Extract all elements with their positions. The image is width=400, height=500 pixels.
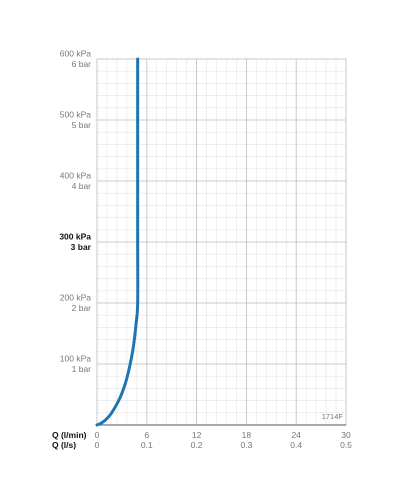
x-tick-label-lmin: 0 xyxy=(95,430,100,440)
x-tick-label-ls: 0.3 xyxy=(240,440,252,450)
x-tick-label-ls: 0.5 xyxy=(340,440,352,450)
x-tick-label-lmin: 24 xyxy=(291,430,301,440)
x-tick-label-ls: 0.1 xyxy=(141,440,153,450)
x-tick-label-lmin: 18 xyxy=(242,430,252,440)
y-tick-label-bar: 4 bar xyxy=(72,181,92,191)
y-tick-label-bar: 6 bar xyxy=(72,59,92,69)
y-tick-label-kpa: 400 kPa xyxy=(60,171,91,181)
x-tick-label-lmin: 12 xyxy=(192,430,202,440)
x-tick-label-ls: 0.2 xyxy=(191,440,203,450)
y-tick-label-kpa: 200 kPa xyxy=(60,293,91,303)
y-tick-label-bar: 2 bar xyxy=(72,303,92,313)
y-tick-label-bar: 1 bar xyxy=(72,364,92,374)
x-tick-label-lmin: 6 xyxy=(144,430,149,440)
x-axis-label-ls: Q (l/s) xyxy=(52,440,76,450)
plot-frame xyxy=(96,58,347,426)
x-tick-label-ls: 0 xyxy=(95,440,100,450)
y-tick-label-kpa: 500 kPa xyxy=(60,110,91,120)
y-tick-label-kpa: 300 kPa xyxy=(59,232,91,242)
y-tick-label-bar: 3 bar xyxy=(71,242,92,252)
x-axis-labels: Q (l/min)Q (l/s) xyxy=(52,430,87,450)
figure-code: 1714F xyxy=(322,412,344,421)
x-axis-ticks: 0 6 12 18 24 30 0 0.1 0.2 0.3 0.4 0.5 xyxy=(95,430,353,450)
x-tick-label-lmin: 30 xyxy=(341,430,351,440)
x-axis-label-lmin: Q (l/min) xyxy=(52,430,87,440)
y-tick-label-kpa: 100 kPa xyxy=(60,354,91,364)
y-tick-label-kpa: 600 kPa xyxy=(60,49,91,59)
flow-pressure-curve xyxy=(95,57,140,427)
x-tick-label-ls: 0.4 xyxy=(290,440,302,450)
y-tick-label-bar: 5 bar xyxy=(72,120,92,130)
